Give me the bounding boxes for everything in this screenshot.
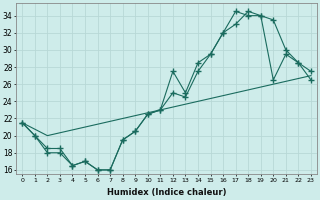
X-axis label: Humidex (Indice chaleur): Humidex (Indice chaleur) <box>107 188 226 197</box>
